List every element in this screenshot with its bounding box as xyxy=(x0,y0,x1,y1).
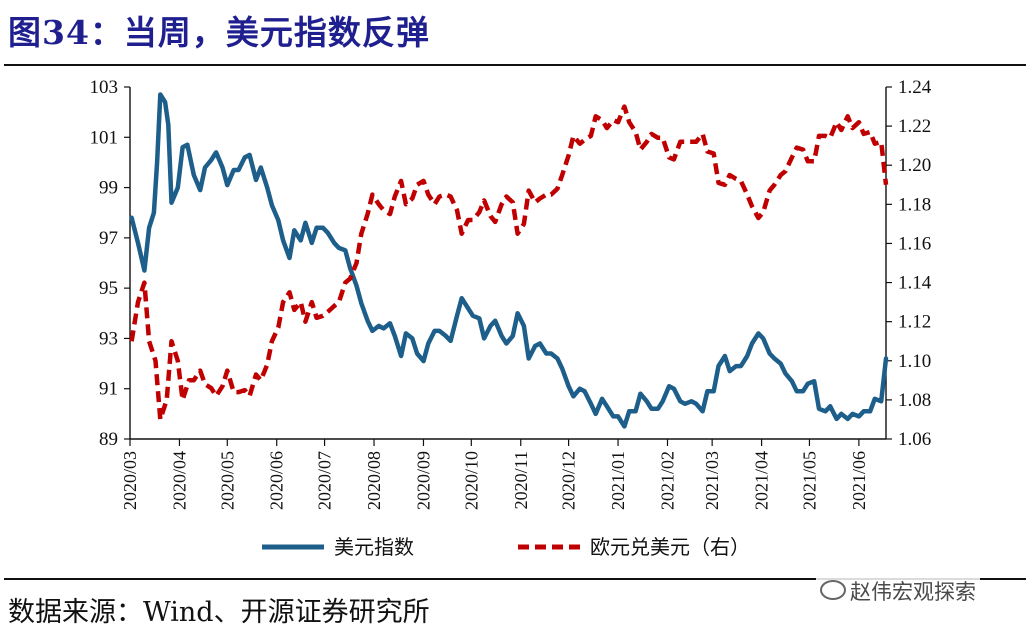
left-tick-label: 89 xyxy=(99,429,118,450)
left-tick-label: 99 xyxy=(99,178,118,199)
legend-label-eurusd: 欧元兑美元（右） xyxy=(590,536,750,559)
source-note: 数据来源：Wind、开源证券研究所 xyxy=(8,597,430,628)
x-tick-label: 2020/05 xyxy=(217,451,237,510)
x-tick-label: 2020/09 xyxy=(413,451,433,510)
left-tick-label: 101 xyxy=(90,127,119,148)
legend-label-usd-index: 美元指数 xyxy=(334,536,414,559)
x-tick-label: 2021/01 xyxy=(608,451,628,510)
figure-title: 图34：当周，美元指数反弹 xyxy=(8,13,430,52)
right-tick-label: 1.10 xyxy=(898,351,931,372)
left-tick-label: 95 xyxy=(99,278,118,299)
x-tick-label: 2020/10 xyxy=(461,451,481,510)
x-tick-label: 2020/07 xyxy=(315,451,335,510)
left-tick-label: 103 xyxy=(90,77,119,98)
top-rule xyxy=(4,64,1026,66)
x-tick-label: 2020/03 xyxy=(120,451,140,510)
watermark: 赵伟宏观探索 xyxy=(816,574,980,608)
right-tick-label: 1.22 xyxy=(898,116,931,137)
right-tick-label: 1.14 xyxy=(898,273,932,294)
x-tick-label: 2020/12 xyxy=(559,451,579,510)
bottom-rule xyxy=(4,578,1026,580)
right-tick-label: 1.16 xyxy=(898,233,931,254)
chart: 89 91 93 95 97 99 101 103 1.06 1.08 1.10 1.12 1.14 1.… xyxy=(90,77,932,559)
left-tick-label: 97 xyxy=(99,228,118,249)
right-tick-label: 1.06 xyxy=(898,429,931,450)
x-tick-label: 2021/05 xyxy=(799,451,819,510)
x-tick-label: 2021/04 xyxy=(752,451,772,510)
x-tick-label: 2021/02 xyxy=(657,451,677,510)
right-tick-label: 1.20 xyxy=(898,155,931,176)
left-tick-label: 91 xyxy=(99,379,118,400)
usd-index-line xyxy=(129,92,889,429)
x-tick-label: 2021/06 xyxy=(849,451,869,510)
right-tick-label: 1.08 xyxy=(898,390,931,411)
right-tick-label: 1.18 xyxy=(898,194,931,215)
right-tick-label: 1.12 xyxy=(898,312,931,333)
x-tick-label: 2021/03 xyxy=(702,451,722,510)
right-tick-label: 1.24 xyxy=(898,77,932,98)
left-tick-label: 93 xyxy=(99,328,118,349)
x-tick-label: 2020/11 xyxy=(511,451,531,509)
x-tick-label: 2020/04 xyxy=(169,451,189,510)
wechat-icon xyxy=(820,580,846,600)
x-tick-label: 2020/06 xyxy=(267,451,287,510)
eurusd-line xyxy=(129,104,889,422)
watermark-text: 赵伟宏观探索 xyxy=(850,580,976,604)
x-tick-label: 2020/08 xyxy=(364,451,384,510)
